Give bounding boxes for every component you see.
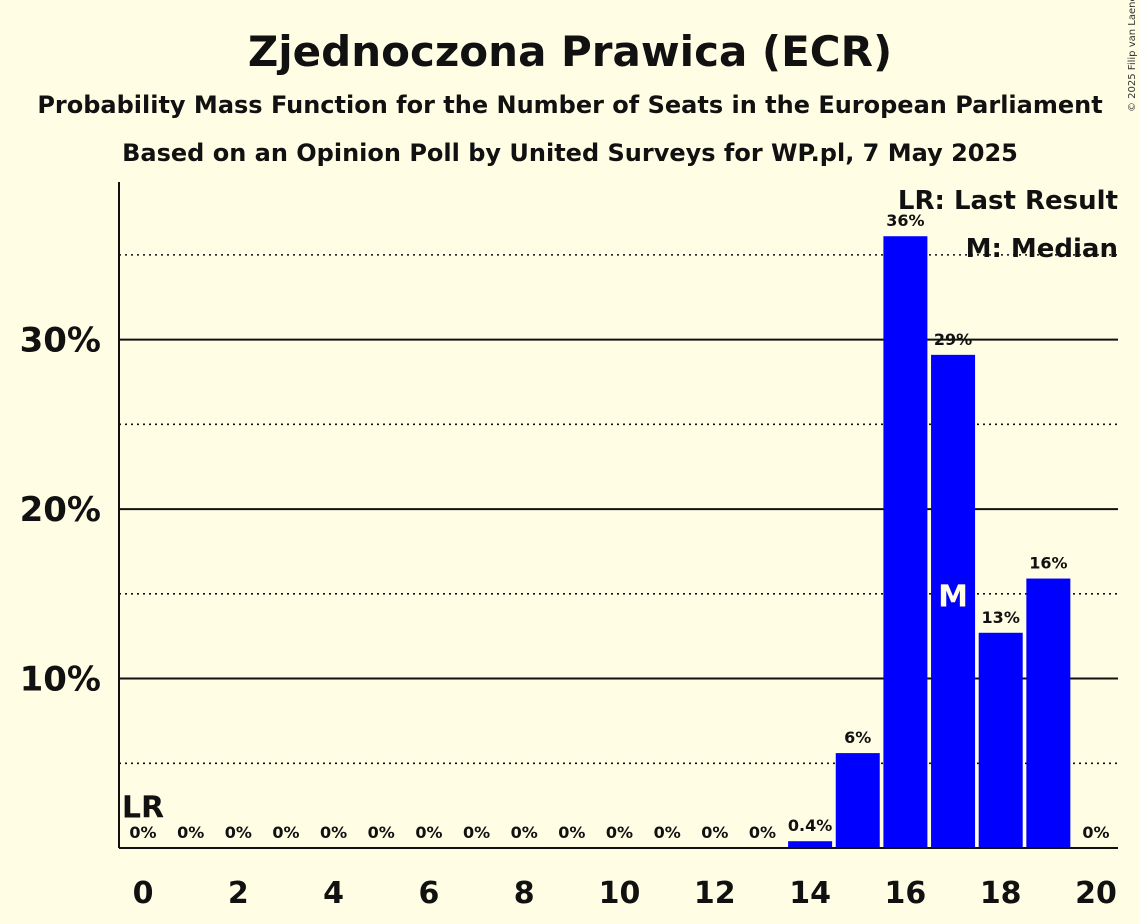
y-tick-label: 10% — [20, 660, 101, 700]
chart-subtitle-source: Based on an Opinion Poll by United Surve… — [122, 139, 1018, 167]
x-tick-label: 2 — [228, 876, 249, 911]
data-label: 0% — [177, 823, 204, 842]
data-label: 0% — [225, 823, 252, 842]
x-tick-label: 10 — [599, 876, 641, 911]
chart-title: Zjednoczona Prawica (ECR) — [248, 27, 892, 76]
data-label: 0% — [511, 823, 538, 842]
bar — [931, 354, 976, 848]
x-tick-label: 16 — [885, 876, 927, 911]
data-label: 6% — [844, 728, 871, 747]
copyright-note: © 2025 Filip van Laenen — [1127, 0, 1138, 112]
data-label: 0% — [1082, 823, 1109, 842]
x-tick-label: 0 — [133, 876, 154, 911]
data-label: 0% — [606, 823, 633, 842]
data-label: 0% — [654, 823, 681, 842]
bar — [883, 236, 928, 848]
data-label: 0% — [320, 823, 347, 842]
median-marker: M — [938, 579, 968, 614]
data-label: 0% — [272, 823, 299, 842]
x-tick-label: 20 — [1075, 876, 1117, 911]
data-label: 29% — [934, 330, 972, 349]
x-tick-label: 4 — [323, 876, 344, 911]
x-tick-label: 14 — [789, 876, 831, 911]
legend-last-result: LR: Last Result — [898, 186, 1118, 216]
tick-labels: 0 2 4 6 8 10 12 14 16 18 20 10% 20% 30% — [20, 321, 1117, 911]
data-label: 36% — [886, 211, 924, 230]
bar — [1026, 578, 1071, 848]
y-tick-label: 20% — [20, 490, 101, 530]
data-label: 13% — [982, 608, 1020, 627]
data-label: 0% — [368, 823, 395, 842]
bar — [835, 753, 880, 848]
data-label: 0% — [129, 823, 156, 842]
y-tick-label: 30% — [20, 321, 101, 361]
axes — [118, 182, 1118, 849]
chart-subtitle: Probability Mass Function for the Number… — [37, 91, 1102, 119]
last-result-marker: LR — [122, 790, 164, 825]
x-tick-label: 8 — [514, 876, 535, 911]
bars — [788, 236, 1071, 848]
bar — [978, 632, 1023, 848]
data-label: 0% — [415, 823, 442, 842]
x-tick-label: 6 — [418, 876, 439, 911]
legend-median: M: Median — [966, 234, 1118, 264]
x-tick-label: 12 — [694, 876, 736, 911]
data-label: 0.4% — [788, 816, 832, 835]
data-label: 0% — [701, 823, 728, 842]
x-tick-label: 18 — [980, 876, 1022, 911]
legend: LR: Last Result M: Median — [898, 186, 1118, 264]
data-label: 0% — [749, 823, 776, 842]
data-label: 16% — [1029, 554, 1067, 573]
data-label: 0% — [463, 823, 490, 842]
data-labels: 0% 0% 0% 0% 0% 0% 0% 0% 0% 0% 0% 0% 0% 0% 0.4% 6% 36% 29%… — [122, 211, 1110, 842]
bar — [788, 841, 833, 848]
data-label: 0% — [558, 823, 585, 842]
